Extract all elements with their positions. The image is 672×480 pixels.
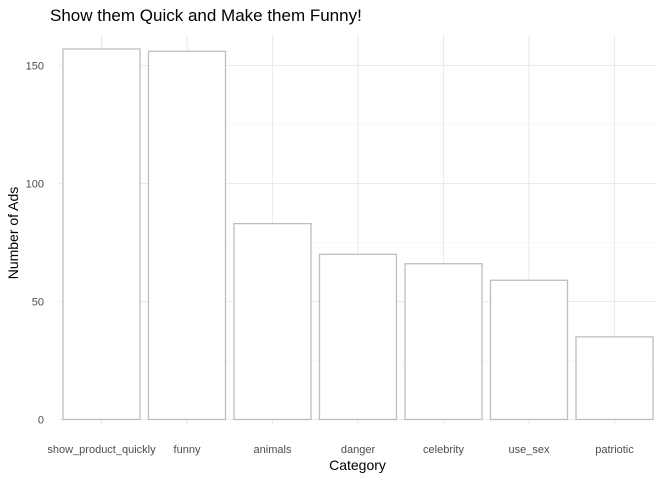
x-tick-label: use_sex — [509, 444, 550, 456]
y-tick-label: 50 — [32, 297, 44, 309]
x-tick-label: danger — [341, 444, 376, 456]
x-tick-label: show_product_quickly — [47, 444, 156, 456]
y-axis-title: Number of Ads — [5, 187, 21, 280]
bar-funny — [147, 50, 227, 421]
x-axis-ticks: show_product_quickly funny animals danger ce… — [47, 444, 634, 456]
bars — [62, 48, 654, 421]
bar-use_sex — [489, 279, 569, 421]
x-tick-label: patriotic — [595, 444, 634, 456]
bar-animals — [233, 222, 312, 421]
bar-danger — [318, 253, 398, 421]
bar-patriotic — [575, 336, 654, 421]
x-tick-label: funny — [174, 444, 201, 456]
y-axis-ticks: 0 50 100 150 — [26, 61, 44, 427]
bar-show_product_quickly — [62, 48, 141, 421]
bar-celebrity — [404, 263, 483, 421]
y-tick-label: 0 — [38, 415, 44, 427]
y-tick-label: 100 — [26, 179, 44, 191]
x-axis-title: Category — [329, 457, 386, 473]
y-tick-label: 150 — [26, 61, 44, 73]
x-tick-label: animals — [254, 444, 292, 456]
chart-title: Show them Quick and Make them Funny! — [50, 6, 362, 25]
x-tick-label: celebrity — [423, 444, 464, 456]
